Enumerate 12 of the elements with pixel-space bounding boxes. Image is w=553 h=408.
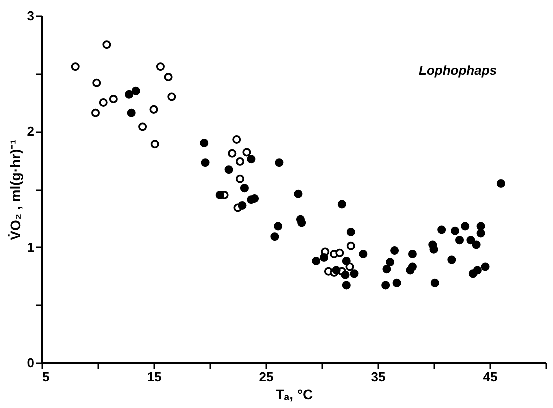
y-tick-label: 0 [27, 356, 34, 370]
annotation: Lophophaps [419, 63, 497, 78]
x-tick-label: 15 [147, 370, 162, 384]
x-tick-label: 35 [371, 370, 386, 384]
y-tick-label: 3 [27, 8, 34, 24]
x-tick-label: 5 [42, 370, 50, 384]
y-tick-label: 2 [27, 124, 34, 140]
x-tick-label: 45 [483, 370, 498, 384]
y-tick-label: 1 [27, 240, 34, 255]
x-axis-title: Tₐ, °C [276, 386, 314, 402]
x-tick-label: 25 [259, 370, 274, 384]
y-axis-title: V̇O₂ , ml(g·hr)⁻¹ [7, 139, 24, 240]
